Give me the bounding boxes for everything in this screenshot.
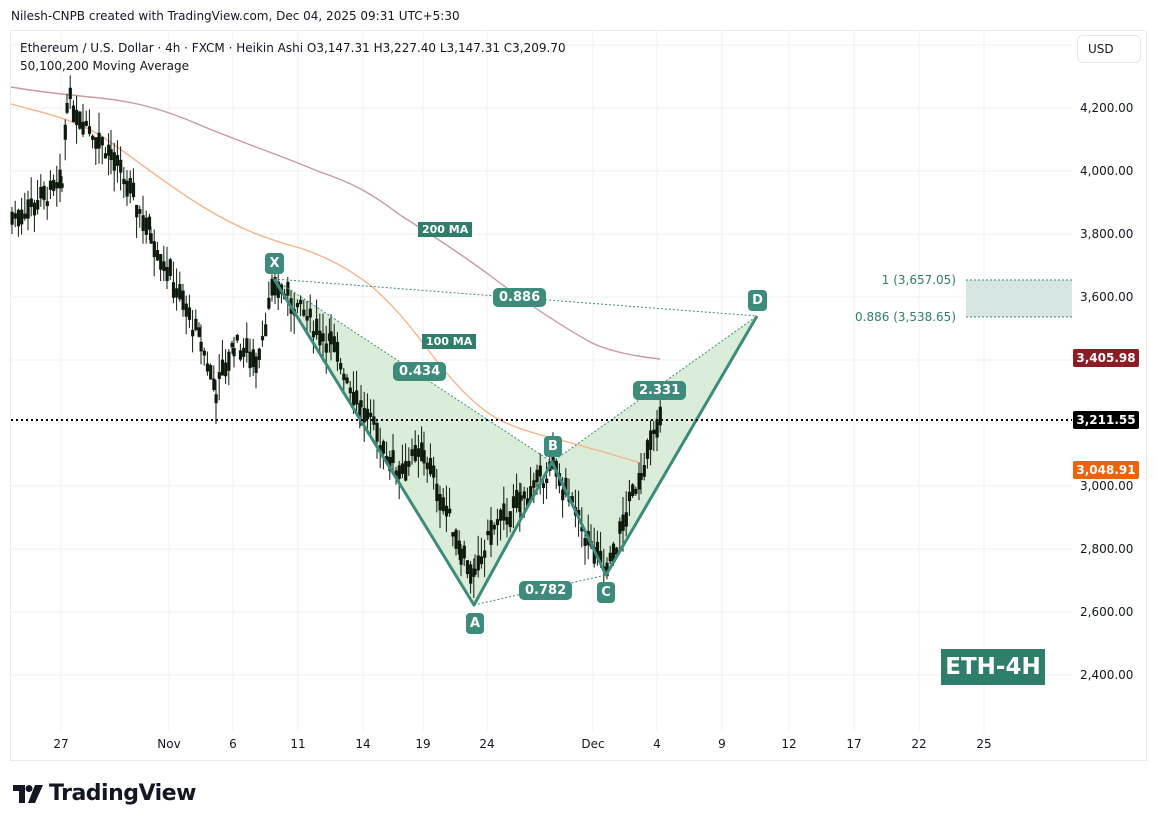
- currency-button[interactable]: USD: [1077, 35, 1141, 63]
- y-tick: 2,600.00: [1080, 605, 1134, 619]
- credit-text: Nilesh-CNPB created with TradingView.com…: [11, 9, 460, 23]
- x-tick: 25: [976, 737, 992, 751]
- y-tick: 2,800.00: [1080, 542, 1134, 556]
- x-tick: 9: [718, 737, 726, 751]
- x-tick: Dec: [581, 737, 605, 751]
- ma100-price-tag: 3,048.91: [1073, 461, 1139, 479]
- tradingview-logo[interactable]: TradingView: [13, 781, 196, 806]
- tradingview-logo-icon: [13, 784, 43, 803]
- x-tick: Nov: [157, 737, 181, 751]
- point-a-label[interactable]: A: [466, 613, 484, 634]
- x-tick: 14: [355, 737, 371, 751]
- ratio-xb-label[interactable]: 0.434: [393, 362, 447, 381]
- point-x-label[interactable]: X: [265, 253, 284, 274]
- harmonic-pattern-legs: [272, 278, 759, 607]
- y-tick: 4,200.00: [1080, 101, 1134, 115]
- symbol-info: Ethereum / U.S. Dollar · 4h · FXCM · Hei…: [20, 41, 566, 55]
- ma200-price-tag: 3,405.98: [1073, 349, 1139, 367]
- vertical-gridlines: [60, 31, 985, 732]
- ma100-line: [10, 103, 641, 464]
- x-tick: 11: [290, 737, 306, 751]
- ma100-annotation[interactable]: 100 MA: [422, 334, 477, 349]
- fib-0886-label: 0.886 (3,538.65): [855, 310, 956, 324]
- x-tick: 4: [653, 737, 661, 751]
- fib-1-label: 1 (3,657.05): [881, 273, 956, 287]
- point-c-label[interactable]: C: [597, 582, 615, 603]
- ma200-line: [10, 86, 661, 360]
- ratio-bd-label[interactable]: 2.331: [633, 381, 687, 400]
- y-tick: 4,000.00: [1080, 164, 1134, 178]
- chart-panel[interactable]: [10, 30, 1147, 761]
- ratio-ac-label[interactable]: 0.782: [519, 581, 573, 600]
- y-tick: 2,400.00: [1080, 668, 1134, 682]
- eth-4h-badge: ETH-4H: [941, 649, 1045, 685]
- ratio-xd-label[interactable]: 0.886: [493, 288, 547, 307]
- point-d-label[interactable]: D: [748, 290, 767, 311]
- harmonic-pattern-fill: [274, 279, 757, 605]
- indicator-info: 50,100,200 Moving Average: [20, 59, 189, 73]
- x-tick: 24: [479, 737, 495, 751]
- point-b-label[interactable]: B: [544, 436, 562, 457]
- y-tick: 3,600.00: [1080, 290, 1134, 304]
- x-tick: 19: [415, 737, 431, 751]
- tradingview-wordmark: TradingView: [49, 781, 196, 806]
- x-tick: 22: [911, 737, 927, 751]
- prz-zone: [966, 280, 1072, 317]
- y-tick: 3,000.00: [1080, 479, 1134, 493]
- y-tick: 3,800.00: [1080, 227, 1134, 241]
- ma200-annotation[interactable]: 200 MA: [418, 222, 473, 237]
- last-price-tag: 3,211.55: [1073, 411, 1139, 429]
- x-tick: 6: [229, 737, 237, 751]
- x-tick: 12: [781, 737, 797, 751]
- x-tick: 27: [53, 737, 69, 751]
- x-tick: 17: [846, 737, 862, 751]
- chart-legend: Ethereum / U.S. Dollar · 4h · FXCM · Hei…: [20, 39, 566, 75]
